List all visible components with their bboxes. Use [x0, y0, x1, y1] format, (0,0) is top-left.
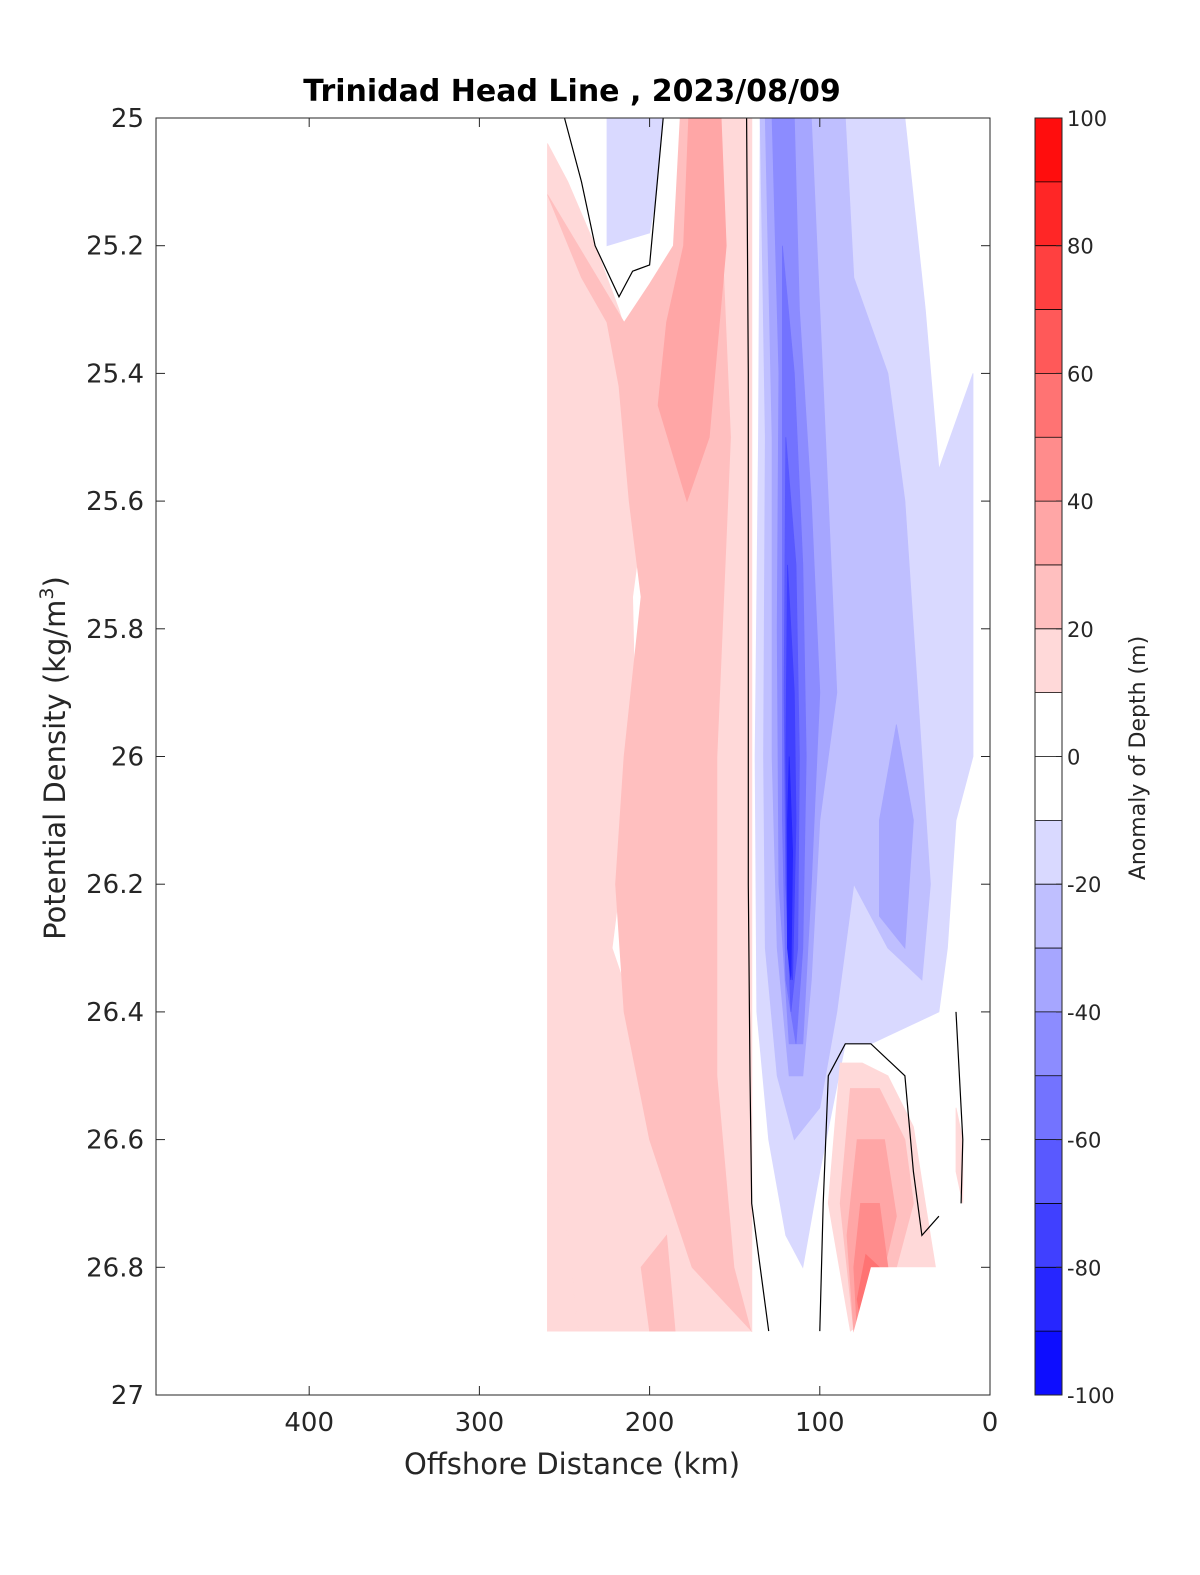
colorbar-tick-label: -80	[1067, 1256, 1101, 1280]
zero-contour-line-1	[563, 117, 664, 299]
zero-contours	[563, 117, 964, 1332]
colorbar-level	[1035, 1203, 1062, 1268]
y-tick-label: 25.8	[86, 615, 144, 645]
colorbar-tick-label: 80	[1067, 235, 1094, 259]
colorbar-level	[1035, 373, 1062, 438]
y-tick-label: 25.6	[86, 487, 144, 517]
colorbar-tick-label: 0	[1067, 746, 1080, 770]
y-axis-label-superscript: 3	[36, 587, 58, 599]
x-tick-label: 0	[982, 1408, 999, 1438]
x-tick-label: 100	[795, 1408, 845, 1438]
colorbar-level	[1035, 692, 1062, 757]
colorbar-level	[1035, 1139, 1062, 1204]
zero-contour-line-0	[745, 117, 770, 1332]
colorbar-tick-label: -100	[1067, 1384, 1115, 1408]
colorbar-tick-label: -60	[1067, 1129, 1101, 1153]
y-axis: 25 25.2 25.4 25.6 25.8 26 26.2 26.4 26.6 26.8 27	[86, 104, 990, 1411]
zero-contour-line-3	[955, 1011, 964, 1204]
colorbar-level	[1035, 1011, 1062, 1076]
zero-contour-line-2	[819, 1043, 940, 1332]
colorbar-level	[1035, 245, 1062, 310]
anomaly-fields	[547, 117, 974, 1395]
colorbar-tick-label: 40	[1067, 490, 1094, 514]
colorbar-level	[1035, 309, 1062, 374]
colorbar-level	[1035, 501, 1062, 565]
anomaly-region-15	[787, 756, 794, 981]
colorbar-tick-label: -20	[1067, 873, 1101, 897]
x-axis: 400 300 200 100 0	[284, 118, 998, 1438]
colorbar-level	[1035, 437, 1062, 502]
colorbar-level	[1035, 1075, 1062, 1140]
colorbar: 100 80 60 40 20 0 -20 -40 -60 -80 -100	[1034, 107, 1115, 1408]
colorbar-level	[1035, 564, 1062, 629]
anomaly-region-21	[955, 1107, 964, 1204]
y-axis-label: Potential Density (kg/m3)	[36, 576, 72, 940]
x-axis-label: Offshore Distance (km)	[404, 1447, 740, 1481]
colorbar-tick-label: 60	[1067, 362, 1094, 386]
x-tick-label: 300	[455, 1408, 505, 1438]
y-tick-label: 26.2	[86, 870, 144, 900]
colorbar-level	[1035, 1331, 1062, 1395]
colorbar-level	[1035, 628, 1062, 693]
y-tick-label: 26.4	[86, 998, 144, 1028]
y-tick-label: 25.4	[86, 359, 144, 389]
y-tick-label: 25	[111, 104, 144, 134]
y-tick-label: 26.8	[86, 1253, 144, 1283]
colorbar-level	[1035, 820, 1062, 885]
anomaly-region-4	[640, 1234, 676, 1332]
x-tick-label: 400	[284, 1408, 334, 1438]
colorbar-tick-label: 100	[1067, 107, 1107, 131]
plot-area: 400 300 200 100 0 25 25.2 25.4 25.6 25.8 26 26.2 26…	[86, 104, 998, 1438]
colorbar-level	[1035, 181, 1062, 246]
y-tick-label: 25.2	[86, 232, 144, 262]
anomaly-region-3	[657, 117, 727, 503]
colorbar-level	[1035, 118, 1062, 182]
colorbar-tick-label: -40	[1067, 1001, 1101, 1025]
colorbar-level	[1035, 884, 1062, 949]
colorbar-level	[1035, 756, 1062, 821]
x-tick-label: 200	[625, 1408, 675, 1438]
anomaly-region-5	[547, 1171, 579, 1332]
chart-title: Trinidad Head Line , 2023/08/09	[303, 74, 840, 109]
y-axis-label-close: )	[38, 576, 72, 587]
colorbar-tick-label: 20	[1067, 618, 1094, 642]
colorbar-level	[1035, 1267, 1062, 1332]
anomaly-region-10	[879, 724, 914, 950]
y-tick-label: 27	[111, 1381, 144, 1411]
y-tick-label: 26	[111, 743, 144, 773]
y-axis-label-main: Potential Density (kg/m	[38, 600, 72, 940]
y-tick-label: 26.6	[86, 1126, 144, 1156]
colorbar-label: Anomaly of Depth (m)	[1126, 636, 1151, 880]
missing-data-region	[853, 1267, 973, 1395]
colorbar-level	[1035, 948, 1062, 1012]
